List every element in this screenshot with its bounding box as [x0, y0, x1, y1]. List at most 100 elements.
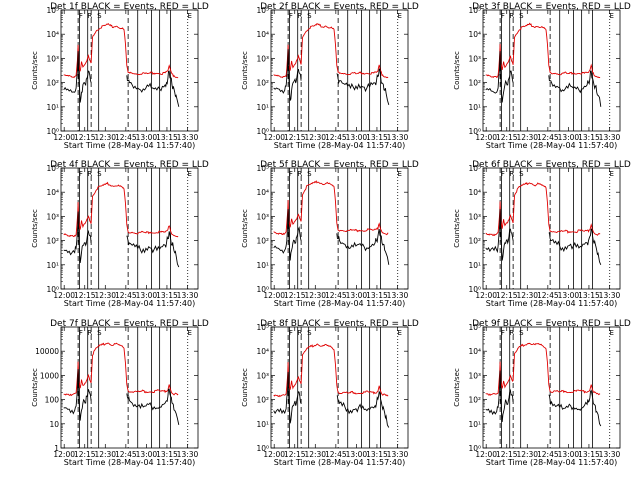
interval-label: E — [188, 170, 192, 178]
x-tick-label: 12:30 — [94, 450, 116, 459]
x-tick-label: 13:15 — [578, 291, 600, 300]
x-tick-label: 13:30 — [387, 133, 409, 142]
interval-label: E — [398, 12, 402, 20]
x-tick-label: 13:15 — [578, 450, 600, 459]
chart-panel-4: Det 4f BLACK = Events, RED = LLD 10⁰ 10¹ 10… — [31, 160, 209, 308]
interval-label: F — [79, 170, 83, 178]
interval-label: F — [289, 329, 293, 337]
x-tick-label: 13:00 — [136, 133, 158, 142]
y-tick-label: 10⁵ — [256, 6, 269, 15]
x-tick-label: 13:15 — [156, 133, 178, 142]
interval-label: R — [297, 329, 302, 337]
panel-title: Det 1f BLACK = Events, RED = LLD — [50, 2, 209, 12]
y-tick-label: 1000 — [40, 371, 59, 380]
series-events-line — [485, 370, 514, 422]
y-tick-label: 10¹ — [256, 103, 269, 112]
x-axis-label: Start Time (28-May-04 11:57:40) — [274, 299, 405, 308]
plot-frame — [482, 9, 621, 132]
x-tick-label: 13:00 — [558, 450, 580, 459]
x-tick-label: 12:15 — [74, 291, 96, 300]
panel-title: Det 3f BLACK = Events, RED = LLD — [472, 2, 631, 12]
x-tick-label: 12:15 — [496, 133, 518, 142]
x-tick-label: 13:30 — [177, 450, 199, 459]
plot-frame — [270, 167, 409, 290]
interval-label: F — [289, 170, 293, 178]
x-tick-label: 12:45 — [325, 133, 347, 142]
x-tick-label: 12:45 — [325, 291, 347, 300]
x-axis-label: Start Time (28-May-04 11:57:40) — [64, 299, 195, 308]
y-tick-label: 10³ — [46, 54, 59, 63]
y-tick-label: 10⁴ — [46, 30, 59, 39]
series-events-line — [126, 231, 180, 268]
series-events-line — [273, 371, 302, 424]
x-axis-label: Start Time (28-May-04 11:57:40) — [486, 458, 617, 467]
y-tick-label: 10³ — [46, 212, 59, 221]
interval-label: E — [398, 170, 402, 178]
y-tick-label: 10⁴ — [256, 347, 269, 356]
x-tick-label: 12:45 — [537, 133, 559, 142]
interval-label: S — [519, 329, 524, 337]
series-events-line — [126, 388, 180, 425]
y-tick-label: 10⁰ — [468, 127, 481, 136]
y-tick-label: 10¹ — [256, 420, 269, 429]
interval-label: S — [307, 12, 312, 20]
y-axis-label: Counts/sec — [241, 368, 249, 407]
y-tick-label: 10⁰ — [468, 285, 481, 294]
y-tick-label: 1 — [54, 444, 59, 453]
y-tick-label: 10³ — [468, 371, 481, 380]
x-axis-label: Start Time (28-May-04 11:57:40) — [486, 141, 617, 150]
series-events-line — [336, 229, 390, 265]
x-tick-label: 12:30 — [304, 450, 326, 459]
y-axis-label: Counts/sec — [453, 368, 461, 407]
x-axis-label: Start Time (28-May-04 11:57:40) — [64, 458, 195, 467]
y-tick-label: 10⁴ — [468, 188, 481, 197]
y-tick-label: 10⁰ — [256, 444, 269, 453]
x-tick-label: 12:00 — [263, 450, 285, 459]
chart-panel-5: Det 5f BLACK = Events, RED = LLD 10⁰ 10¹ 10… — [241, 160, 419, 308]
series-lld-line — [63, 181, 179, 238]
series-events-line — [485, 209, 514, 261]
x-tick-label: 13:00 — [558, 291, 580, 300]
panel-title: Det 5f BLACK = Events, RED = LLD — [260, 160, 419, 170]
series-events-line — [63, 369, 92, 421]
y-axis-label: Counts/sec — [31, 209, 39, 248]
x-tick-label: 12:45 — [325, 450, 347, 459]
interval-label: F — [289, 12, 293, 20]
x-tick-label: 12:45 — [537, 291, 559, 300]
series-events-line — [548, 228, 602, 265]
x-tick-label: 12:00 — [475, 291, 497, 300]
x-tick-label: 13:15 — [156, 291, 178, 300]
series-events-line — [126, 70, 180, 107]
y-axis-label: Counts/sec — [31, 368, 39, 407]
x-tick-label: 12:30 — [516, 450, 538, 459]
y-tick-label: 10⁰ — [468, 444, 481, 453]
x-tick-label: 13:00 — [346, 450, 368, 459]
y-tick-label: 10⁵ — [256, 164, 269, 173]
series-events-line — [485, 51, 514, 103]
series-events-line — [273, 209, 302, 261]
x-tick-label: 13:30 — [387, 291, 409, 300]
plot-frame — [60, 9, 199, 132]
series-lld-line — [273, 343, 389, 398]
y-tick-label: 10³ — [256, 212, 269, 221]
y-tick-label: 10³ — [468, 54, 481, 63]
x-tick-label: 12:15 — [284, 133, 306, 142]
y-tick-label: 10000 — [35, 347, 59, 356]
x-tick-label: 12:30 — [94, 291, 116, 300]
y-axis-label: Counts/sec — [241, 51, 249, 90]
interval-label: F — [501, 170, 505, 178]
chart-panel-1: Det 1f BLACK = Events, RED = LLD 10⁰ 10¹ 10… — [31, 2, 209, 150]
x-tick-label: 12:30 — [94, 133, 116, 142]
x-tick-label: 12:45 — [537, 450, 559, 459]
series-events-line — [63, 211, 92, 263]
x-tick-label: 13:30 — [177, 133, 199, 142]
interval-label: E — [610, 12, 614, 20]
y-tick-label: 10⁴ — [256, 188, 269, 197]
panel-title: Det 9f BLACK = Events, RED = LLD — [472, 319, 631, 329]
interval-label: E — [188, 329, 192, 337]
series-lld-line — [273, 180, 389, 236]
y-tick-label: 10⁵ — [468, 323, 481, 332]
chart-panel-8: Det 8f BLACK = Events, RED = LLD 10⁰ 10¹ 10… — [241, 319, 419, 467]
y-tick-label: 10⁵ — [468, 6, 481, 15]
x-axis-label: Start Time (28-May-04 11:57:40) — [486, 299, 617, 308]
